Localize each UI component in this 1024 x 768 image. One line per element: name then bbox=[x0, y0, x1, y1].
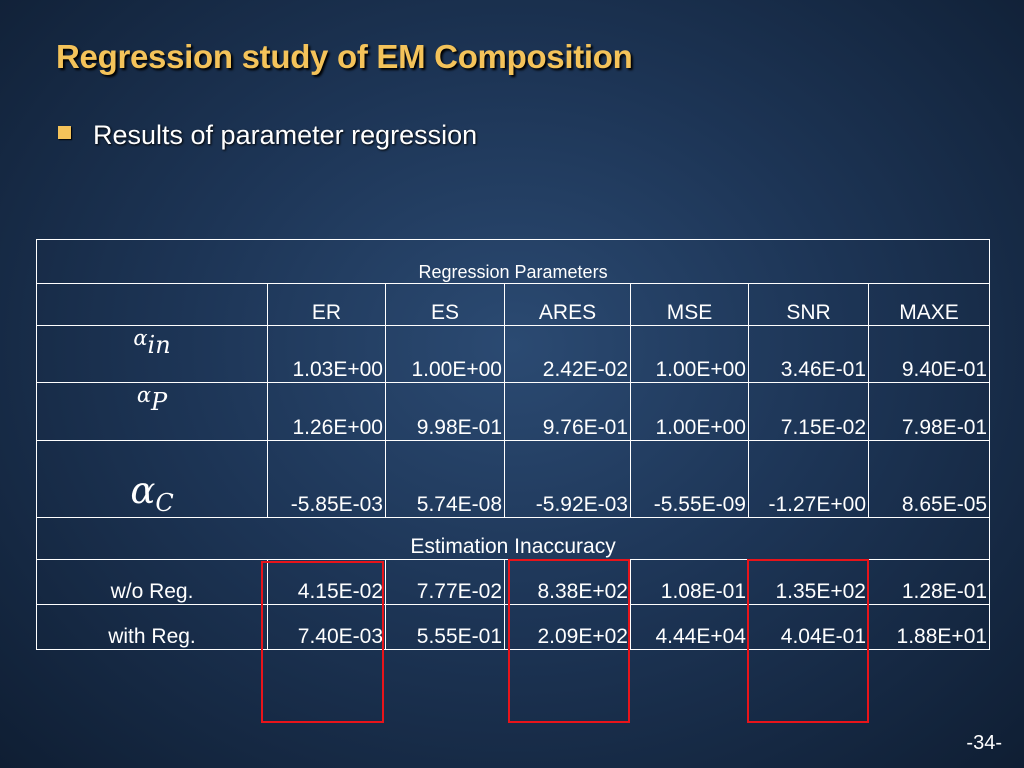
table-cell: 7.77E-02 bbox=[385, 559, 505, 605]
highlight-box-ares bbox=[508, 559, 630, 723]
table-cell: 1.00E+00 bbox=[630, 382, 749, 441]
row-label-alpha-c: αC bbox=[36, 440, 268, 518]
bullet-item: Results of parameter regression bbox=[58, 120, 477, 151]
column-header-ares: ARES bbox=[504, 283, 631, 326]
slide-title: Regression study of EM Composition bbox=[56, 38, 633, 75]
table-cell: 9.76E-01 bbox=[504, 382, 631, 441]
highlight-box-er bbox=[261, 561, 384, 723]
row-label-alpha-in: αin bbox=[36, 325, 268, 383]
highlight-box-snr bbox=[747, 559, 869, 723]
table-cell: 1.88E+01 bbox=[867, 604, 991, 650]
table-cell: 2.09E+02 bbox=[504, 604, 631, 650]
table-cell: 8.38E+02 bbox=[504, 559, 631, 605]
table-row: with Reg. 7.40E-03 5.55E-01 2.09E+02 4.4… bbox=[36, 604, 991, 650]
table-cell: 4.04E-01 bbox=[748, 604, 869, 650]
table-cell: 5.55E-01 bbox=[385, 604, 505, 650]
column-header-mse: MSE bbox=[630, 283, 749, 326]
table-cell: 1.00E+00 bbox=[385, 325, 505, 383]
table-cell: 1.00E+00 bbox=[630, 325, 749, 383]
column-header-es: ES bbox=[385, 283, 505, 326]
table-cell: -5.85E-03 bbox=[267, 440, 386, 518]
table-cell: 3.46E-01 bbox=[748, 325, 869, 383]
table-cell: 8.65E-05 bbox=[867, 440, 991, 518]
regression-table: Regression Parameters ER ES ARES MSE SNR… bbox=[35, 239, 991, 650]
bullet-text: Results of parameter regression bbox=[93, 120, 478, 150]
table-header-row: Regression Parameters bbox=[35, 239, 991, 284]
table-cell: 1.08E-01 bbox=[630, 559, 749, 605]
row-label-alpha-p: αP bbox=[36, 382, 268, 441]
section-header-row: Estimation Inaccuracy bbox=[35, 517, 991, 560]
table-cell: -5.55E-09 bbox=[630, 440, 749, 518]
table-cell: 7.98E-01 bbox=[867, 382, 991, 441]
table-cell: -1.27E+00 bbox=[748, 440, 869, 518]
table-cell: 9.98E-01 bbox=[385, 382, 505, 441]
column-header-maxe: MAXE bbox=[867, 283, 991, 326]
table-cell: 4.44E+04 bbox=[630, 604, 749, 650]
table-cell: 7.15E-02 bbox=[748, 382, 869, 441]
corner-cell bbox=[36, 283, 268, 326]
page-number: -34- bbox=[966, 732, 1002, 754]
table-row: αP 1.26E+00 9.98E-01 9.76E-01 1.00E+00 7… bbox=[36, 382, 991, 441]
table-cell: 5.74E-08 bbox=[385, 440, 505, 518]
column-header-snr: SNR bbox=[748, 283, 869, 326]
table-cell: 1.03E+00 bbox=[267, 325, 386, 383]
row-label-without-reg: w/o Reg. bbox=[36, 559, 268, 605]
table-cell: 4.15E-02 bbox=[267, 559, 386, 605]
table-row: αC -5.85E-03 5.74E-08 -5.92E-03 -5.55E-0… bbox=[36, 440, 991, 518]
table-cell: 1.26E+00 bbox=[267, 382, 386, 441]
table-cell: 1.28E-01 bbox=[867, 559, 991, 605]
table-cell: 9.40E-01 bbox=[867, 325, 991, 383]
column-header-row: ER ES ARES MSE SNR MAXE bbox=[36, 283, 991, 326]
column-header-er: ER bbox=[267, 283, 386, 326]
bullet-square-icon bbox=[58, 126, 71, 139]
row-label-with-reg: with Reg. bbox=[36, 604, 268, 650]
table-cell: 7.40E-03 bbox=[267, 604, 386, 650]
table-cell: 2.42E-02 bbox=[504, 325, 631, 383]
table-cell: -5.92E-03 bbox=[504, 440, 631, 518]
table-row: αin 1.03E+00 1.00E+00 2.42E-02 1.00E+00 … bbox=[36, 325, 991, 383]
estimation-inaccuracy-header: Estimation Inaccuracy bbox=[35, 517, 991, 560]
regression-parameters-header: Regression Parameters bbox=[35, 239, 991, 284]
